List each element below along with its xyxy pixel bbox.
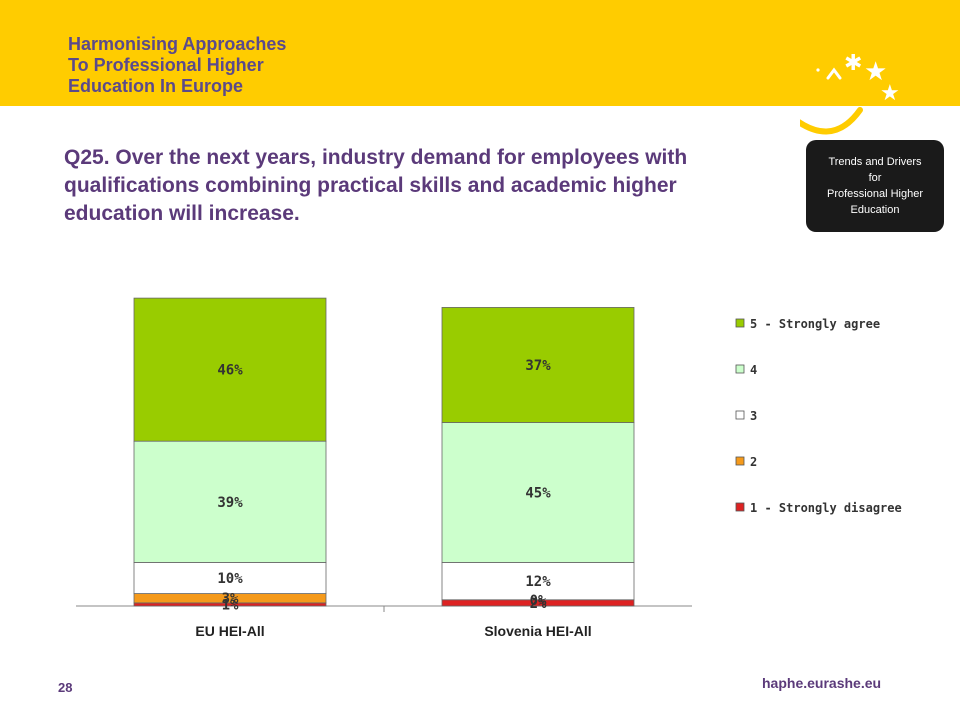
legend-swatch-4	[735, 364, 745, 374]
tag-line-4: Education	[850, 204, 900, 216]
tag-box: Trends and Drivers for Professional High…	[806, 140, 944, 232]
data-label-slovenia-hei-all-3: 12%	[525, 574, 551, 590]
tag-line-1: Trends and Drivers	[828, 156, 922, 168]
logo-line-2: To Professional Higher	[68, 55, 264, 75]
data-label-slovenia-hei-all-4: 45%	[525, 485, 551, 501]
legend-label-1-strongly-disagree: 1 - Strongly disagree	[750, 501, 902, 515]
data-label-eu-hei-all-5-strongly-agree: 46%	[217, 363, 243, 379]
data-label-eu-hei-all-2: 3%	[222, 591, 239, 607]
tag-line-2: for	[868, 172, 882, 184]
svg-text:✱: ✱	[844, 51, 862, 76]
header-band	[0, 0, 960, 106]
category-label-eu-hei-all: EU HEI-All	[195, 623, 264, 639]
data-label-eu-hei-all-1-strongly-disagree: 1%	[222, 597, 239, 613]
legend-label-3: 3	[750, 409, 757, 423]
legend-label-4: 4	[750, 363, 757, 377]
bar-eu-hei-all-4	[133, 440, 327, 563]
legend-swatch-5-strongly-agree	[735, 318, 745, 328]
logo-line-1: Harmonising Approaches	[68, 34, 287, 54]
stacked-bar-chart: 1%3% 10% 39% 46% EU HEI-All 2%0% 12% 45% 37% Slov…	[76, 297, 902, 639]
svg-text:★: ★	[880, 81, 900, 106]
legend-swatch-3	[735, 410, 745, 420]
legend-label-2: 2	[750, 455, 757, 469]
bar-slovenia-hei-all-3	[441, 562, 635, 601]
bar-slovenia-hei-all-5-strongly-agree	[441, 307, 635, 423]
data-label-slovenia-hei-all-1-strongly-disagree: 2%	[530, 596, 547, 612]
data-label-slovenia-hei-all-5-strongly-agree: 37%	[525, 358, 551, 374]
svg-text:★: ★	[864, 57, 887, 87]
stars-and-smile-icon: ✱ ★ ★	[800, 51, 900, 135]
tag-line-3: Professional Higher	[827, 188, 923, 200]
legend-swatch-1-strongly-disagree	[735, 502, 745, 512]
footer-url: haphe.eurashe.eu	[762, 675, 882, 691]
logo-line-3: Education In Europe	[68, 76, 244, 96]
slide-title: Q25. Over the next years, industry deman…	[64, 146, 688, 225]
page-number: 28	[58, 680, 73, 695]
legend-label-5-strongly-agree: 5 - Strongly agree	[750, 317, 880, 331]
bar-eu-hei-all-5-strongly-agree	[133, 297, 327, 442]
logo-text: Harmonising Approaches To Professional H…	[68, 34, 286, 97]
data-label-eu-hei-all-4: 39%	[217, 495, 243, 511]
category-label-slovenia-hei-all: Slovenia HEI-All	[484, 623, 591, 639]
bar-slovenia-hei-all-4	[441, 422, 635, 563]
legend-swatch-2	[735, 456, 745, 466]
data-label-slovenia-hei-all-2: 0%	[530, 593, 547, 609]
data-label-eu-hei-all-3: 10%	[217, 571, 243, 587]
